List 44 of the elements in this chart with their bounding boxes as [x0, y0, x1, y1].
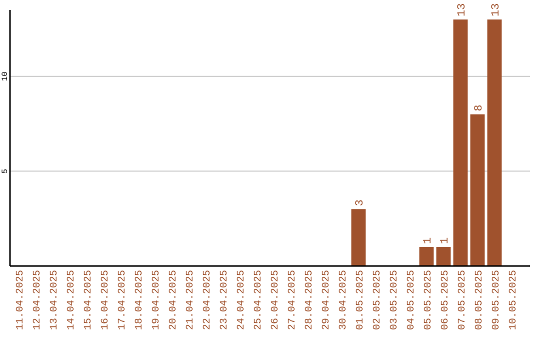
bar	[351, 209, 366, 266]
x-tick-label: 03.05.2025	[390, 270, 400, 330]
bar	[436, 247, 451, 266]
x-tick-label: 02.05.2025	[372, 270, 384, 330]
x-tick-label: 04.05.2025	[406, 270, 418, 330]
x-tick-label: 12.04.2025	[32, 270, 44, 330]
data-label: 13	[456, 3, 468, 16]
x-tick-label: 19.04.2025	[152, 270, 162, 330]
data-label: 3	[354, 200, 366, 206]
x-tick-label: 01.05.2025	[356, 270, 366, 330]
x-tick-label: 13.04.2025	[50, 270, 60, 330]
data-label: 1	[422, 237, 434, 244]
x-tick-label: 29.04.2025	[322, 270, 332, 330]
bar	[487, 19, 502, 266]
bar	[453, 19, 468, 266]
x-tick-label: 16.04.2025	[100, 270, 112, 330]
y-tick-label: 5	[1, 168, 10, 174]
x-tick-label: 14.04.2025	[66, 270, 78, 330]
x-tick-label: 08.05.2025	[474, 270, 486, 330]
data-label: 1	[440, 237, 452, 244]
x-tick-label: 05.05.2025	[424, 270, 434, 330]
x-tick-label: 09.05.2025	[492, 270, 502, 330]
x-tick-label: 27.04.2025	[288, 270, 298, 330]
x-tick-label: 24.04.2025	[236, 270, 248, 330]
x-tick-label: 30.04.2025	[338, 270, 350, 330]
x-tick-label: 17.04.2025	[118, 270, 128, 330]
x-tick-label: 26.04.2025	[270, 270, 282, 330]
bar	[470, 114, 485, 266]
x-tick-label: 11.04.2025	[16, 270, 26, 330]
x-tick-label: 20.04.2025	[168, 270, 180, 330]
data-label: 13	[490, 3, 502, 16]
x-tick-label: 18.04.2025	[134, 270, 146, 330]
x-tick-label: 22.04.2025	[202, 270, 214, 330]
x-tick-label: 28.04.2025	[304, 270, 316, 330]
data-label: 8	[474, 104, 486, 112]
x-tick-label: 23.04.2025	[220, 270, 230, 330]
x-tick-label: 06.05.2025	[440, 270, 452, 330]
x-tick-label: 15.04.2025	[84, 270, 94, 330]
x-tick-label: 10.05.2025	[508, 270, 520, 330]
x-tick-label: 25.04.2025	[254, 270, 264, 330]
y-tick-label: 10	[1, 71, 10, 82]
bar	[419, 247, 434, 266]
x-tick-label: 07.05.2025	[458, 270, 468, 330]
x-tick-label: 21.04.2025	[186, 270, 196, 330]
